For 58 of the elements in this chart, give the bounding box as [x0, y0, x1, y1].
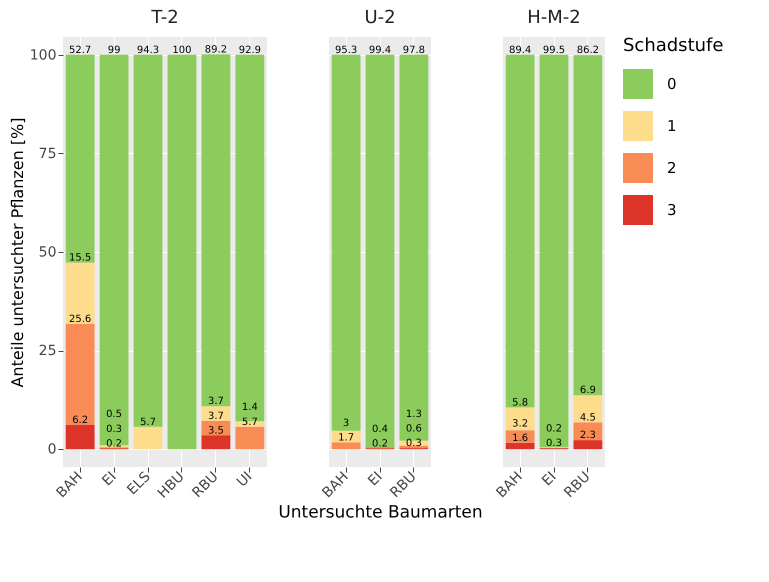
- x-tick-label: EI: [365, 468, 386, 490]
- legend-label: 3: [667, 201, 677, 219]
- data-label: 4.5: [580, 412, 596, 424]
- data-label: 1.3: [406, 408, 422, 420]
- y-tick-label: 25: [38, 343, 56, 360]
- chart-title: T-2: [150, 7, 179, 28]
- data-label: 0.3: [406, 438, 422, 450]
- x-axis-title: Untersuchte Baumarten: [278, 502, 483, 522]
- y-tick-label: 100: [30, 47, 56, 64]
- y-tick-label: 75: [38, 146, 56, 162]
- legend-label: 1: [667, 117, 677, 135]
- data-label: 99.5: [542, 44, 566, 56]
- data-label: 99.4: [368, 44, 392, 56]
- data-label: 3: [342, 418, 350, 429]
- data-label: 15.5: [69, 252, 92, 264]
- data-label: 5.8: [512, 397, 528, 408]
- data-label: 6.2: [72, 414, 88, 426]
- data-label: 3.7: [208, 410, 224, 422]
- data-label: 5.7: [140, 416, 156, 428]
- data-label: 92.9: [238, 44, 261, 56]
- data-label: 86.2: [576, 45, 600, 56]
- data-label: 0.3: [546, 438, 562, 450]
- data-label: 3.7: [208, 396, 224, 408]
- data-label: 3.2: [512, 418, 528, 430]
- y-tick-label: 0: [48, 442, 56, 458]
- legend-label: 2: [667, 159, 677, 177]
- x-tick-label: EI: [99, 468, 120, 490]
- y-axis-title: Anteile untersuchter Pflanzen [%]: [8, 117, 27, 388]
- data-label: 52.7: [69, 44, 92, 56]
- y-tick-label: 50: [38, 244, 56, 260]
- data-label: 89.4: [508, 44, 532, 56]
- legend-label: 0: [667, 75, 677, 93]
- data-label: 6.9: [580, 385, 596, 396]
- data-label: 2.3: [580, 430, 596, 442]
- data-label: 1.6: [512, 432, 528, 444]
- data-label: 0.3: [106, 424, 122, 435]
- data-label: 0.5: [106, 409, 122, 420]
- data-label: 3.5: [208, 425, 224, 436]
- data-label: 1.7: [338, 432, 354, 444]
- data-label: 95.3: [334, 44, 358, 56]
- data-label: 97.8: [402, 44, 426, 56]
- data-label: 0.6: [406, 423, 422, 434]
- chart-title: U-2: [364, 7, 396, 28]
- x-tick-label: UI: [234, 468, 256, 490]
- data-label: 100: [172, 44, 192, 56]
- data-label: 5.7: [242, 416, 258, 428]
- chart-title: H-M-2: [527, 7, 581, 28]
- data-label: 99: [108, 44, 120, 56]
- data-label: 1.4: [242, 402, 258, 414]
- data-label: 94.3: [136, 44, 160, 56]
- x-tick-label: EI: [539, 468, 560, 490]
- legend-title: Schadstufe: [623, 35, 724, 56]
- data-label: 89.2: [204, 44, 228, 56]
- data-label: 0.4: [372, 424, 388, 435]
- data-label: 0.2: [372, 438, 388, 450]
- data-label: 0.2: [546, 423, 562, 434]
- data-label: 25.6: [69, 314, 92, 325]
- x-tick-label: ELS: [124, 468, 154, 498]
